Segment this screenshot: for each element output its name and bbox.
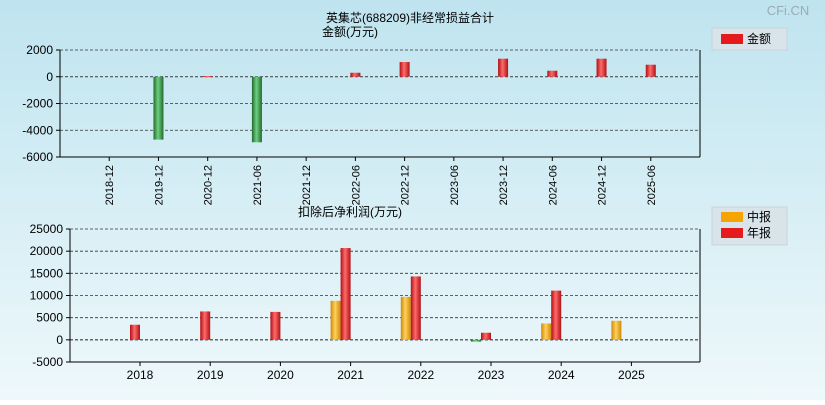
top-chart-title: 英集芯(688209)非经常损益合计 (326, 10, 494, 25)
bottom-chart-bars (130, 248, 622, 342)
top-legend-box (711, 27, 788, 51)
bottom-chart-x-tick-labels: 2018 2019 2020 2021 2022 2023 2024 2025 (127, 362, 645, 382)
bottom-x-tick-label: 2023 (478, 368, 505, 382)
top-x-tick-label: 2022-12 (400, 165, 412, 205)
top-x-tick-label: 2024-06 (547, 165, 559, 205)
top-chart-gridlines (56, 49, 700, 158)
top-chart-legend: 金额 (711, 27, 788, 51)
top-x-tick-label: 2025-06 (646, 165, 658, 205)
bottom-x-tick-label: 2019 (197, 368, 224, 382)
bottom-x-tick-label: 2018 (127, 368, 154, 382)
bottom-y-tick-label: 15000 (30, 266, 64, 280)
legend-swatch-interim (721, 212, 743, 222)
bottom-x-tick-label: 2020 (267, 368, 294, 382)
top-x-tick-label: 2019-12 (153, 165, 165, 205)
top-x-tick-label: 2020-12 (203, 165, 215, 205)
top-x-tick-label: 2023-06 (449, 165, 461, 205)
bottom-x-tick-label: 2022 (407, 368, 434, 382)
top-chart-bars (153, 58, 656, 143)
bottom-chart-legend: 中报 年报 (711, 206, 788, 246)
bottom-chart-y-tick-labels: 25000 20000 15000 10000 5000 0 -5000 (30, 222, 64, 369)
bottom-bar-annual-2024 (551, 290, 562, 340)
top-y-tick-label: 0 (46, 70, 53, 84)
top-x-tick-label: 2023-12 (498, 165, 510, 205)
top-x-tick-label: 2018-12 (104, 165, 116, 205)
bottom-bar-interim-2024 (541, 323, 552, 340)
bottom-y-tick-label: 20000 (30, 244, 64, 258)
top-x-tick-label: 2021-06 (252, 165, 264, 205)
bottom-bar-annual-2020 (270, 311, 281, 340)
legend-label-amount: 金额 (747, 31, 771, 46)
bottom-y-tick-label: 25000 (30, 222, 64, 236)
legend-label-annual: 年报 (747, 225, 771, 240)
bottom-bar-annual-2018 (130, 324, 140, 340)
top-bar-2022-12 (399, 62, 410, 77)
legend-swatch-amount (721, 34, 743, 44)
bottom-y-tick-label: -5000 (32, 355, 63, 369)
top-chart-y-tick-labels: 2000 0 -2000 -4000 -6000 (22, 43, 53, 164)
bottom-x-tick-label: 2024 (548, 368, 575, 382)
top-bar-2019-12 (153, 76, 164, 140)
top-bar-2021-06 (251, 76, 262, 143)
legend-swatch-annual (721, 228, 743, 238)
bottom-y-tick-label: 0 (56, 333, 63, 347)
bottom-bar-interim-2023 (471, 339, 481, 342)
top-bar-2025-06 (645, 64, 656, 77)
bottom-bar-annual-2019 (200, 311, 211, 340)
bottom-bar-interim-2022 (400, 296, 411, 340)
bottom-bar-annual-2021 (340, 248, 351, 340)
bottom-x-tick-label: 2025 (618, 368, 645, 382)
top-bar-2022-06 (350, 72, 361, 77)
watermark: CFi.CN (767, 3, 810, 18)
bottom-bar-annual-2023 (481, 332, 491, 340)
top-bar-2020-12 (202, 76, 213, 78)
top-bar-2024-06 (547, 70, 558, 77)
top-x-tick-label: 2021-12 (301, 165, 313, 205)
top-bar-2024-12 (596, 58, 607, 77)
top-y-tick-label: -6000 (22, 150, 53, 164)
bottom-x-tick-label: 2021 (337, 368, 364, 382)
bottom-bar-interim-2025 (611, 320, 622, 340)
top-y-tick-label: -2000 (22, 97, 53, 111)
bottom-chart-title: 扣除后净利润(万元) (298, 204, 402, 219)
legend-label-interim: 中报 (747, 209, 771, 224)
top-chart-ylabel: 金额(万元) (322, 24, 378, 39)
bottom-y-tick-label: 10000 (30, 289, 64, 303)
bottom-chart-gridlines (66, 228, 700, 363)
bottom-bar-annual-2022 (410, 276, 421, 340)
bottom-bar-interim-2021 (330, 300, 341, 340)
bottom-y-tick-label: 5000 (36, 311, 63, 325)
top-y-tick-label: -4000 (22, 123, 53, 137)
top-y-tick-label: 2000 (26, 43, 53, 57)
top-chart-x-tick-labels: 2018-12 2019-12 2020-12 2021-06 2021-12 2022-… (104, 157, 658, 205)
top-bar-2023-12 (498, 58, 509, 77)
top-x-tick-label: 2022-06 (350, 165, 362, 205)
top-x-tick-label: 2024-12 (597, 165, 609, 205)
